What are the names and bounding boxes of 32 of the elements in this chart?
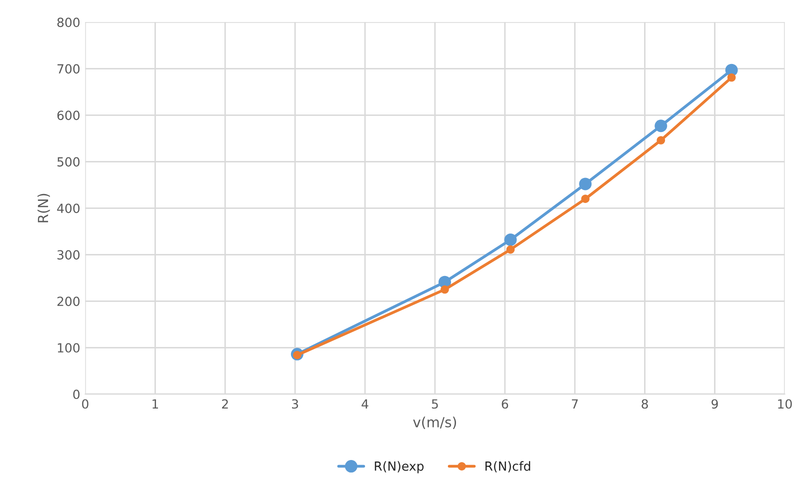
point (727, 73, 736, 82)
y-tick-label: 300 (57, 250, 80, 260)
x-tick-label: 4 (362, 399, 368, 408)
point (579, 178, 592, 190)
x-tick-label: 3 (292, 399, 298, 409)
x-tick-label: 6 (502, 399, 508, 409)
x-tick-label: 9 (712, 399, 718, 409)
y-tick-label: 100 (58, 343, 80, 353)
y-tick-label: 600 (57, 110, 80, 120)
point (581, 194, 590, 204)
y-tick-label: 0 (73, 390, 80, 400)
x-tick-label: 1 (152, 399, 158, 408)
x-tick-label: 5 (432, 399, 438, 409)
point (440, 285, 449, 294)
legend-label: R(N)exp (374, 461, 424, 474)
point (654, 120, 668, 132)
point (504, 234, 517, 246)
legend-label: R(N)cfd (485, 461, 530, 472)
y-tick-label: 700 (58, 64, 80, 74)
x-tick-label: 2 (222, 399, 228, 408)
x-tick-label: 8 (642, 399, 648, 409)
x-axis-title: v(m/s) (413, 416, 456, 430)
y-tick-label: 400 (57, 204, 80, 214)
x-tick-label: 10 (778, 399, 792, 409)
point (656, 136, 666, 144)
x-tick-label: 0 (82, 399, 88, 409)
y-tick-label: 200 (57, 296, 80, 306)
x-tick-label: 7 (572, 399, 578, 408)
y-tick-label: 800 (57, 18, 80, 28)
y-axis-title: R(N) (38, 194, 50, 222)
point (506, 245, 515, 254)
y-tick-label: 500 (57, 157, 80, 167)
